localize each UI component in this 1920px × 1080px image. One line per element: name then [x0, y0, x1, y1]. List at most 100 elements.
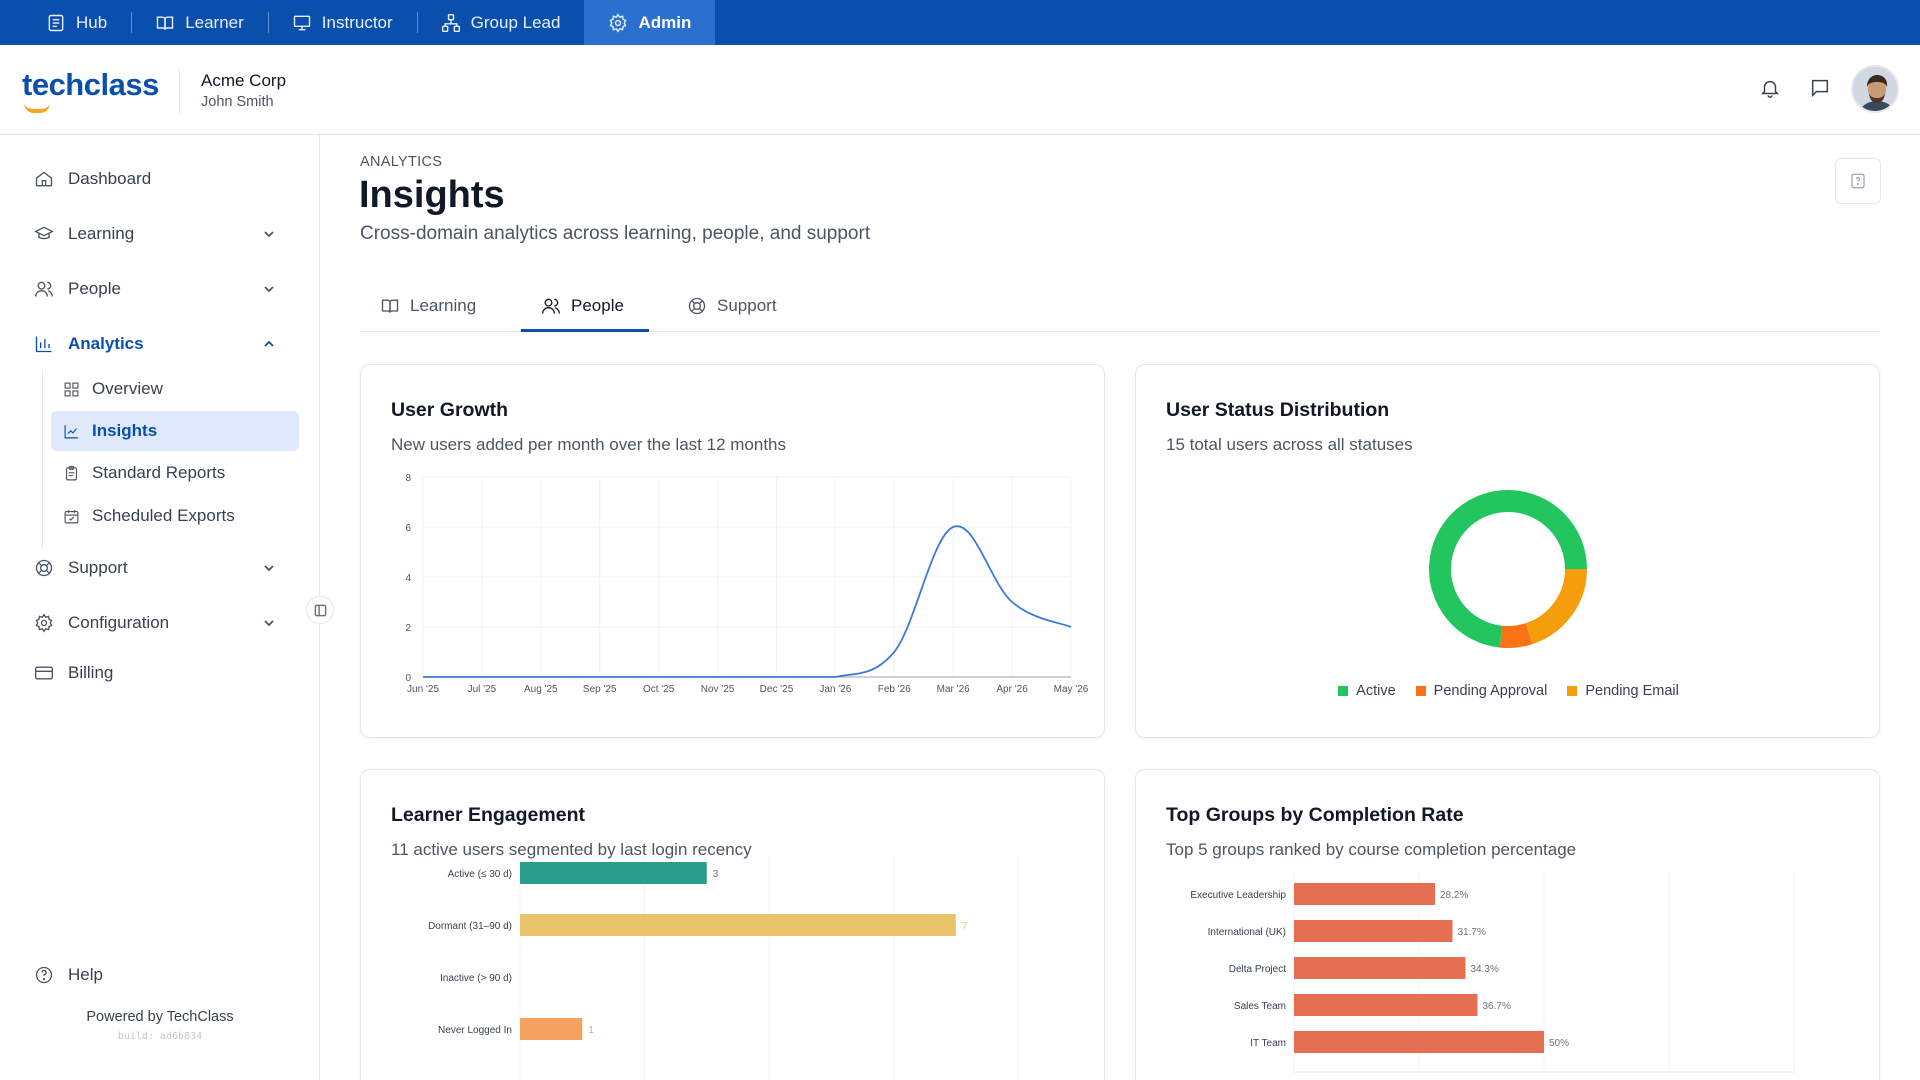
sidebar-item-label: Configuration — [68, 613, 170, 632]
group-icon — [441, 13, 460, 32]
powered-by-text: Powered by TechClass — [86, 1009, 234, 1025]
data-label: 3 — [713, 869, 719, 880]
x-tick-label: Sep '25 — [583, 684, 617, 695]
help-circle-icon — [35, 966, 53, 984]
hub-icon — [48, 14, 64, 31]
legend-swatch — [1415, 686, 1426, 696]
sidebar-sub-label: Overview — [92, 379, 163, 398]
sidebar-collapse-button[interactable] — [306, 596, 334, 624]
status-legend: Active Pending Approval Pending Email — [1136, 683, 1881, 699]
chevron-down-icon — [264, 231, 274, 238]
sidebar-item-label: People — [68, 279, 121, 298]
sidebar-item-billing[interactable]: Billing — [34, 653, 290, 693]
users-icon — [35, 281, 53, 297]
data-label: 7 — [962, 921, 968, 932]
tab-learning[interactable]: Learning — [380, 280, 476, 332]
page-eyebrow: ANALYTICS — [360, 154, 443, 170]
logo-smile-mark — [24, 103, 50, 113]
bell-icon — [1760, 80, 1780, 98]
home-icon — [35, 171, 53, 187]
active-tab-indicator — [521, 329, 649, 332]
sidebar-item-learning[interactable]: Learning — [34, 214, 290, 254]
top-groups-card: Top Groups by Completion Rate Top 5 grou… — [1135, 769, 1880, 1080]
header-divider — [179, 68, 180, 114]
sidebar: Dashboard Learning People Analytics Over… — [0, 135, 320, 1080]
legend-swatch — [1338, 686, 1349, 696]
org-name[interactable]: Acme Corp — [201, 71, 287, 90]
build-hash: build: ad6b834 — [117, 1031, 203, 1042]
x-tick-label: May '26 — [1054, 684, 1089, 695]
category-label: Inactive (> 90 d) — [440, 973, 512, 984]
x-tick-label: Jul '25 — [468, 684, 497, 695]
role-admin[interactable]: Admin — [584, 0, 716, 45]
sidebar-sub-scheduled-exports[interactable]: Scheduled Exports — [51, 496, 299, 536]
legend-item[interactable]: Pending Email — [1567, 683, 1679, 699]
users-icon — [542, 298, 560, 314]
x-tick-label: Dec '25 — [760, 684, 794, 695]
donut-slice-pending-email — [1525, 568, 1587, 645]
notifications-button[interactable] — [1759, 77, 1785, 103]
sidebar-item-label: Support — [68, 558, 128, 577]
learner-engagement-card: Learner Engagement 11 active users segme… — [360, 769, 1105, 1080]
x-tick-label: Nov '25 — [701, 684, 735, 695]
category-label: Never Logged In — [438, 1025, 512, 1036]
sidebar-sub-insights[interactable]: Insights — [51, 411, 299, 451]
sidebar-item-support[interactable]: Support — [34, 548, 290, 588]
x-tick-label: Mar '26 — [937, 684, 970, 695]
bar-1 — [520, 914, 956, 936]
sidebar-item-analytics[interactable]: Analytics — [34, 324, 290, 364]
page-title: Insights — [359, 174, 505, 216]
role-learner[interactable]: Learner — [131, 0, 268, 45]
top-groups-chart: 0%25%50%75%100%Executive Leadership28.2%… — [1190, 872, 1795, 1073]
line-chart-icon — [64, 424, 78, 438]
legend-label: Pending Approval — [1433, 683, 1548, 699]
chevron-up-icon — [264, 340, 274, 347]
techclass-logo[interactable]: techclass — [22, 67, 159, 113]
book-icon — [381, 299, 399, 313]
x-tick-label: Jan '26 — [819, 684, 851, 695]
gear-icon — [610, 12, 627, 33]
y-tick-label: 6 — [405, 523, 411, 534]
role-label: Hub — [76, 12, 108, 32]
book-icon — [156, 15, 174, 30]
learner-engagement-chart: Active (≤ 30 d) 3 Dormant (31–90 d) 7 Inacti… — [428, 855, 1019, 1080]
chevron-down-icon — [264, 565, 274, 572]
sidebar-sub-overview[interactable]: Overview — [51, 369, 299, 409]
role-hub[interactable]: Hub — [22, 0, 131, 45]
data-label: 34.3% — [1471, 964, 1499, 975]
data-label: 28.2% — [1440, 890, 1468, 901]
sidebar-item-configuration[interactable]: Configuration — [34, 603, 290, 643]
sidebar-item-label: Billing — [68, 663, 114, 682]
user-avatar[interactable] — [1851, 65, 1899, 113]
legend-item[interactable]: Pending Approval — [1415, 683, 1548, 699]
x-tick-label: Jun '25 — [407, 684, 439, 695]
sidebar-item-dashboard[interactable]: Dashboard — [34, 159, 290, 199]
sidebar-item-help[interactable]: Help — [34, 955, 290, 995]
category-label: Executive Leadership — [1190, 890, 1286, 901]
avatar-portrait — [1853, 67, 1897, 111]
y-tick-label: 4 — [405, 573, 411, 584]
messages-button[interactable] — [1809, 77, 1835, 103]
sidebar-item-label: Analytics — [68, 334, 144, 353]
page-help-button[interactable] — [1835, 158, 1881, 204]
sidebar-toggle-icon — [314, 604, 326, 616]
tab-support[interactable]: Support — [687, 280, 777, 332]
x-tick-label: Apr '26 — [996, 684, 1028, 695]
sidebar-sub-label: Standard Reports — [92, 463, 226, 482]
role-group-lead[interactable]: Group Lead — [416, 0, 585, 45]
data-label: 50% — [1549, 1038, 1569, 1049]
presentation-icon — [293, 15, 311, 30]
clipboard-icon — [65, 465, 78, 480]
series-line-new-users — [422, 525, 1072, 678]
sidebar-item-label: Learning — [68, 224, 135, 243]
sidebar-sub-standard-reports[interactable]: Standard Reports — [51, 453, 299, 493]
card-subtitle: 15 total users across all statuses — [1166, 435, 1413, 454]
legend-item[interactable]: Active — [1338, 683, 1396, 699]
x-tick-label: Aug '25 — [524, 684, 558, 695]
role-instructor[interactable]: Instructor — [267, 0, 417, 45]
tab-label: People — [571, 296, 624, 315]
bar-3 — [520, 1018, 583, 1040]
role-label: Instructor — [321, 12, 393, 32]
tab-people[interactable]: People — [541, 280, 624, 332]
sidebar-item-people[interactable]: People — [34, 269, 290, 309]
